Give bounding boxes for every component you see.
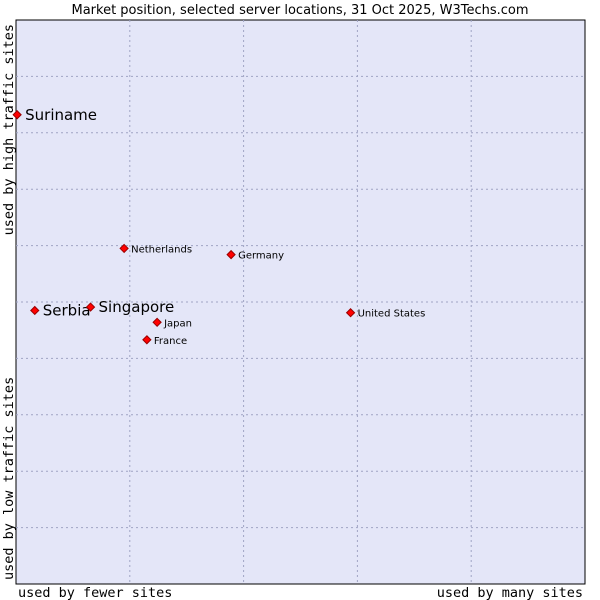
point-suriname: Suriname <box>12 106 97 124</box>
point-label: Serbia <box>43 301 91 319</box>
point-label: Japan <box>163 318 192 329</box>
point-singapore: Singapore <box>85 298 175 316</box>
y-axis-label-high: used by high traffic sites <box>1 24 17 235</box>
point-label: Germany <box>238 251 284 262</box>
point-label: Suriname <box>25 106 97 124</box>
point-label: Singapore <box>99 298 175 316</box>
chart-title: Market position, selected server locatio… <box>71 3 528 18</box>
plot-area <box>15 19 586 585</box>
point-label: France <box>154 336 187 347</box>
point-france: France <box>142 335 187 347</box>
x-axis-label-high: used by many sites <box>437 585 583 600</box>
point-serbia: Serbia <box>30 301 91 319</box>
point-marker <box>12 110 22 120</box>
point-marker <box>345 308 356 318</box>
point-label: Netherlands <box>131 244 192 255</box>
point-japan: Japan <box>152 317 192 329</box>
y-axis-label-low: used by low traffic sites <box>1 377 17 580</box>
point-marker <box>152 317 162 328</box>
data-points: Suriname Netherlands Germany Serbia Singapor… <box>12 106 426 347</box>
point-marker <box>30 305 40 316</box>
point-germany: Germany <box>226 249 284 262</box>
point-marker <box>142 335 152 345</box>
grid-lines <box>16 20 585 584</box>
x-axis-label-low: used by fewer sites <box>18 585 172 600</box>
point-marker <box>226 249 236 260</box>
point-netherlands: Netherlands <box>119 243 192 255</box>
point-united-states: United States <box>345 308 426 320</box>
point-marker <box>119 243 129 254</box>
point-marker <box>85 302 96 312</box>
point-label: United States <box>358 309 426 320</box>
